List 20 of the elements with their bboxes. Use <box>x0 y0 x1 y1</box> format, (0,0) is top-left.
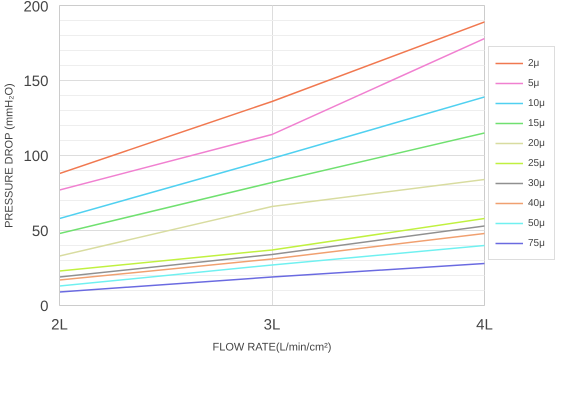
x-tick-label: 3L <box>264 316 280 334</box>
x-tick-label: 2L <box>51 316 68 334</box>
legend-label: 25μ <box>528 158 546 168</box>
legend-label: 20μ <box>528 138 546 148</box>
y-tick-label: 100 <box>23 148 49 165</box>
x-axis-title: FLOW RATE(L/min/cm²) <box>212 342 332 354</box>
legend-label: 30μ <box>528 178 546 188</box>
x-tick-label: 4L <box>476 316 493 334</box>
legend-label: 40μ <box>528 198 546 208</box>
legend-label: 2μ <box>528 58 540 68</box>
y-tick-label: 200 <box>23 0 49 16</box>
legend-label: 5μ <box>528 78 540 88</box>
y-tick-label: 150 <box>23 73 49 90</box>
y-axis-title: PRESSURE DROP (mmH₂O) <box>3 83 16 228</box>
legend-label: 15μ <box>528 118 546 128</box>
legend-label: 10μ <box>528 98 546 108</box>
legend-label: 75μ <box>528 238 546 248</box>
legend-label: 50μ <box>528 218 546 228</box>
y-tick-label: 50 <box>32 223 49 240</box>
y-tick-label: 0 <box>40 298 48 315</box>
